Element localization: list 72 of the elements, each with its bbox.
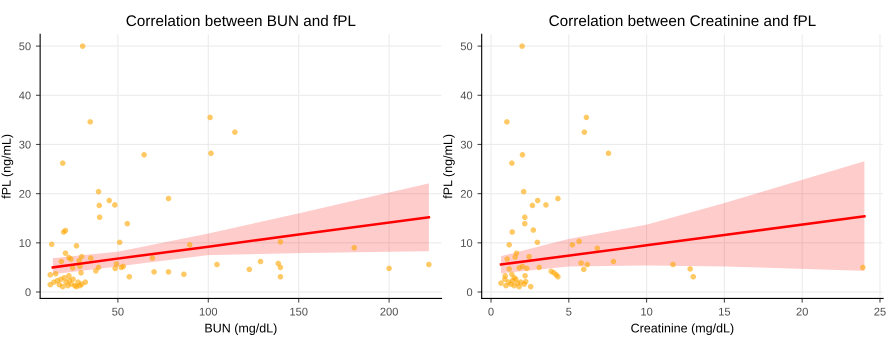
chart-title: Correlation between BUN and fPL: [126, 14, 356, 26]
y-tick-label: 0: [25, 288, 31, 296]
point: [530, 202, 536, 208]
point: [576, 238, 582, 244]
point: [504, 256, 510, 262]
y-tick-label: 40: [460, 92, 472, 100]
point: [528, 284, 534, 290]
x-tick-label: 15: [719, 308, 730, 316]
point: [610, 258, 616, 264]
x-axis-title: BUN (mg/dL): [205, 323, 277, 336]
point: [512, 254, 518, 260]
point: [555, 196, 561, 202]
y-tick-label: 10: [20, 239, 31, 247]
point: [522, 214, 528, 220]
point: [509, 229, 515, 235]
point: [506, 242, 512, 248]
y-axis-title: fPL (ng/mL): [443, 134, 455, 199]
x-tick-label: 50: [112, 308, 124, 316]
x-tick-label: 200: [380, 308, 398, 316]
y-axis-title: fPL (ng/mL): [2, 134, 14, 199]
x-tick-label: 25: [874, 308, 886, 316]
point: [534, 198, 540, 204]
point: [519, 43, 525, 49]
y-tick-label: 10: [461, 239, 472, 247]
point: [522, 278, 528, 284]
line-series: [500, 215, 866, 266]
y-tick-label: 40: [19, 92, 31, 100]
chart-title: Correlation between Creatinine and fPL: [549, 14, 816, 26]
point: [530, 227, 536, 233]
x-tick-label: 20: [796, 308, 808, 316]
x-tick-label: 10: [641, 308, 652, 316]
point: [584, 262, 590, 268]
y-tick-label: 30: [460, 140, 472, 149]
point: [504, 119, 510, 125]
point: [502, 273, 508, 279]
y-tick-label: 20: [19, 190, 31, 198]
point: [522, 273, 528, 279]
point: [516, 265, 522, 271]
point: [578, 260, 584, 266]
line-series: [52, 216, 430, 269]
point: [520, 188, 526, 194]
point: [522, 220, 528, 226]
point: [536, 264, 542, 270]
point: [670, 262, 676, 268]
point: [543, 202, 549, 208]
x-tick-label: 100: [200, 308, 218, 316]
point: [498, 280, 504, 286]
point: [584, 114, 590, 120]
point: [580, 266, 587, 272]
y-tick-label: 0: [466, 288, 472, 296]
point: [687, 266, 693, 272]
point: [860, 264, 866, 270]
point: [526, 254, 532, 260]
y-tick-label: 50: [460, 42, 472, 50]
y-tick-label: 20: [460, 190, 472, 198]
point: [509, 160, 515, 166]
point: [520, 152, 526, 158]
point: [516, 284, 522, 290]
point: [506, 266, 512, 272]
point: [606, 150, 612, 156]
y-tick-label: 50: [19, 42, 31, 50]
point: [534, 240, 540, 246]
point: [690, 274, 696, 280]
x-tick-label: 5: [566, 308, 572, 316]
x-axis-title: Creatinine (mg/dL): [631, 323, 734, 336]
y-tick-label: 30: [19, 140, 31, 149]
point: [594, 245, 600, 252]
point: [582, 129, 588, 135]
x-tick-label: 150: [290, 308, 308, 316]
point: [570, 242, 576, 248]
point: [524, 266, 530, 272]
x-tick-label: 0: [488, 308, 494, 316]
